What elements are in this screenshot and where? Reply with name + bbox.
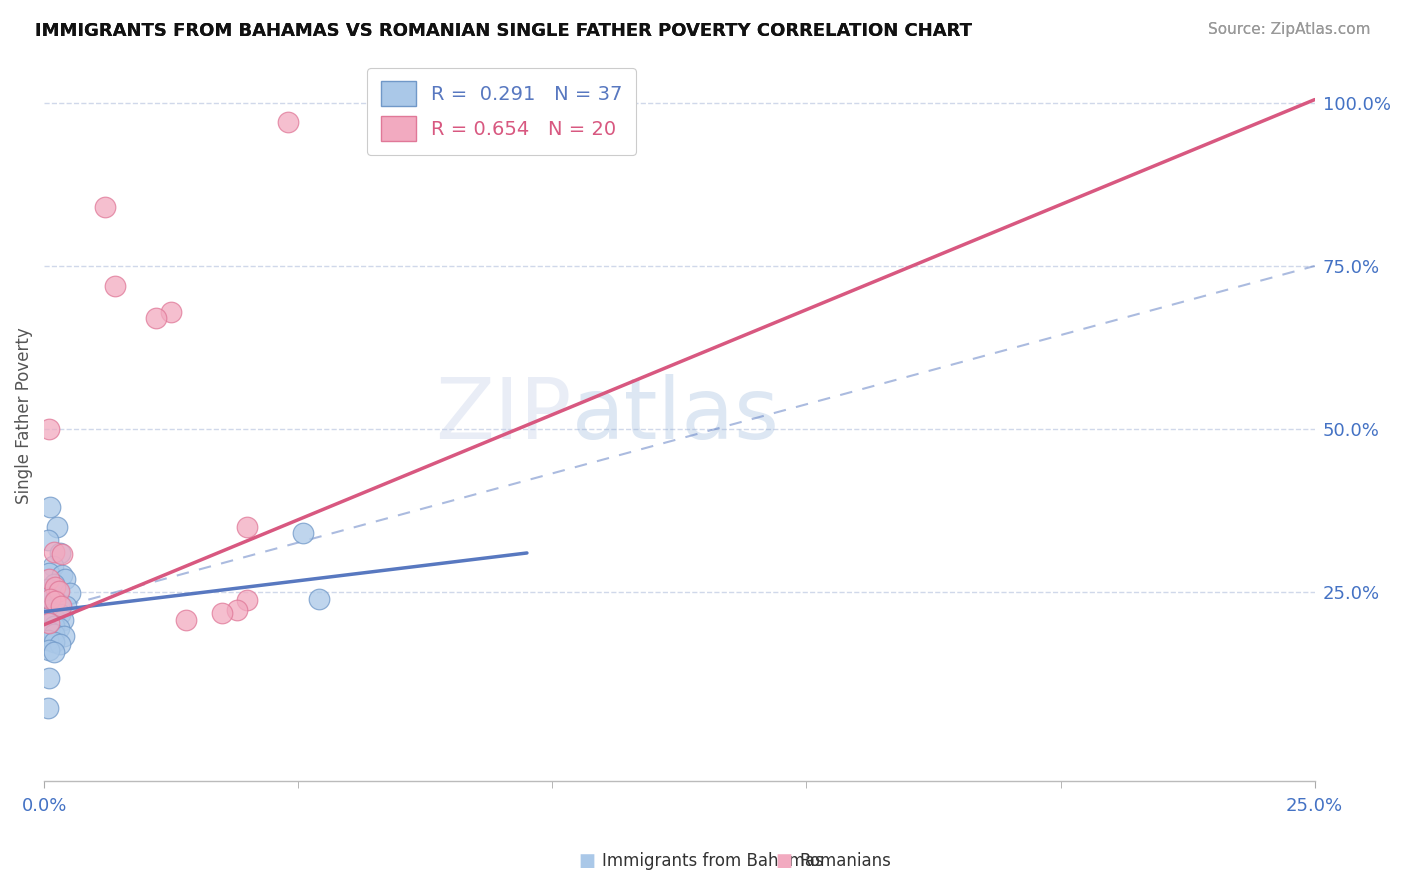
Point <box>94 200 117 214</box>
Text: ■: ■ <box>775 852 792 870</box>
Text: Source: ZipAtlas.com: Source: ZipAtlas.com <box>1208 22 1371 37</box>
Text: IMMIGRANTS FROM BAHAMAS VS ROMANIAN SINGLE FATHER POVERTY CORRELATION CHART: IMMIGRANTS FROM BAHAMAS VS ROMANIAN SING… <box>35 22 972 40</box>
Point <box>44 627 66 641</box>
Point <box>145 311 167 326</box>
Point <box>51 547 73 561</box>
Point <box>160 304 183 318</box>
Point <box>52 613 75 627</box>
Point <box>49 637 72 651</box>
Point <box>44 645 66 659</box>
Point <box>39 591 62 606</box>
Y-axis label: Single Father Poverty: Single Father Poverty <box>15 327 32 504</box>
Point <box>48 583 70 598</box>
Point <box>46 585 69 599</box>
Point <box>38 624 60 639</box>
Point <box>226 603 249 617</box>
Point <box>277 115 299 129</box>
Point <box>38 572 60 586</box>
Point <box>176 613 198 627</box>
Point <box>44 611 66 625</box>
Text: ■: ■ <box>578 852 595 870</box>
Point <box>53 630 76 644</box>
Text: IMMIGRANTS FROM BAHAMAS VS ROMANIAN SINGLE FATHER POVERTY CORRELATION CHART: IMMIGRANTS FROM BAHAMAS VS ROMANIAN SING… <box>35 22 972 40</box>
Point <box>42 619 65 633</box>
Text: Immigrants from Bahamas: Immigrants from Bahamas <box>602 852 824 870</box>
Point <box>38 610 60 624</box>
Point <box>38 603 60 617</box>
Text: ZIP: ZIP <box>434 375 571 458</box>
Legend: R =  0.291   N = 37, R = 0.654   N = 20: R = 0.291 N = 37, R = 0.654 N = 20 <box>367 68 636 154</box>
Point <box>292 526 315 541</box>
Point <box>42 634 65 648</box>
Point <box>42 559 65 574</box>
Point <box>44 544 66 558</box>
Point <box>308 591 330 606</box>
Point <box>236 520 259 534</box>
Point <box>104 278 127 293</box>
Point <box>37 582 59 596</box>
Point <box>44 580 66 594</box>
Point <box>48 597 70 611</box>
Point <box>37 701 59 715</box>
Point <box>51 568 73 582</box>
Point <box>44 577 66 591</box>
Point <box>38 642 60 657</box>
Point <box>45 520 67 534</box>
Point <box>211 606 233 620</box>
Point <box>37 633 59 648</box>
Text: Romanians: Romanians <box>799 852 891 870</box>
Point <box>44 593 66 607</box>
Text: atlas: atlas <box>571 375 779 458</box>
Point <box>49 599 72 614</box>
Point <box>58 586 80 600</box>
Point <box>38 566 60 580</box>
Point <box>42 606 65 620</box>
Point <box>44 594 66 608</box>
Point <box>55 572 77 586</box>
Point <box>38 616 60 631</box>
Point <box>39 500 62 515</box>
Point <box>38 671 60 685</box>
Point <box>49 607 72 622</box>
Point <box>37 616 59 631</box>
Point <box>38 422 60 436</box>
Point <box>38 591 60 605</box>
Point <box>37 533 59 547</box>
Point <box>55 599 77 614</box>
Text: Source: ZipAtlas.com: Source: ZipAtlas.com <box>1208 22 1371 37</box>
Point <box>48 621 70 635</box>
Point <box>49 546 72 560</box>
Point <box>236 593 259 607</box>
